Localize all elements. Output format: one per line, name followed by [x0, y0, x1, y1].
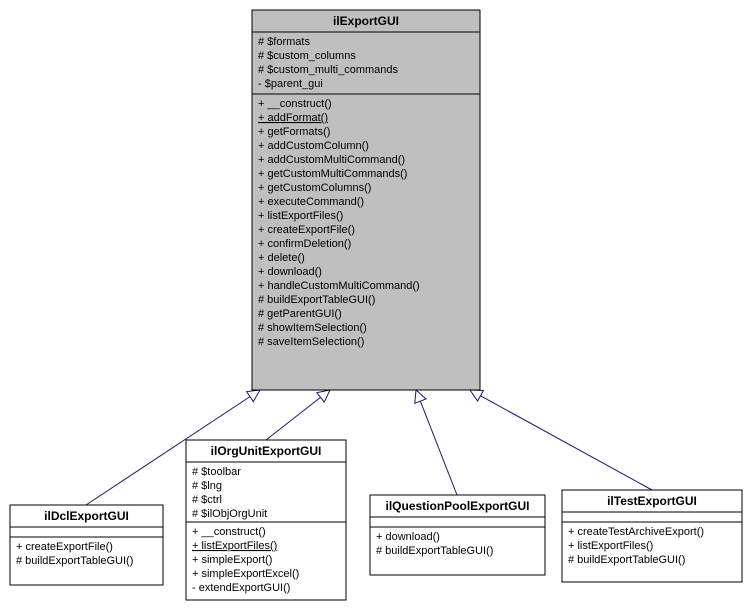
class-method: + getFormats(): [258, 126, 330, 138]
class-ilQuestionPoolExportGUI: ilQuestionPoolExportGUI + download() # bui…: [370, 495, 545, 575]
class-method: + simpleExport(): [192, 554, 272, 566]
class-method: + listExportFiles(): [192, 540, 277, 552]
class-method: + handleCustomMultiCommand(): [258, 280, 420, 292]
class-attr: # $lng: [192, 480, 222, 492]
class-method: + getCustomColumns(): [258, 182, 371, 194]
class-ilOrgUnitExportGUI: ilOrgUnitExportGUI # $toolbar # $lng # $ctr…: [186, 440, 346, 600]
class-method: + simpleExportExcel(): [192, 568, 299, 580]
class-ilExportGUI: ilExportGUI # $formats # $custom_columns # …: [252, 10, 480, 390]
class-method: + getCustomMultiCommands(): [258, 168, 407, 180]
class-method: + delete(): [258, 252, 305, 264]
class-method: + createTestArchiveExport(): [568, 526, 704, 538]
class-method: - extendExportGUI(): [192, 582, 290, 594]
class-method: # getParentGUI(): [258, 308, 342, 320]
class-title: ilTestExportGUI: [607, 494, 697, 508]
class-attr: # $ilObjOrgUnit: [192, 508, 267, 520]
class-method: # buildExportTableGUI(): [258, 294, 375, 306]
class-method: # showItemSelection(): [258, 322, 367, 334]
class-attr: # $toolbar: [192, 466, 241, 478]
class-method: # buildExportTableGUI(): [376, 545, 493, 557]
class-ilTestExportGUI: ilTestExportGUI + createTestArchiveExport…: [562, 490, 742, 582]
class-method: + executeCommand(): [258, 196, 364, 208]
class-attr: # $custom_columns: [258, 50, 356, 62]
class-method: + download(): [258, 266, 322, 278]
class-attr: - $parent_gui: [258, 78, 323, 90]
class-method: + download(): [376, 531, 440, 543]
class-method: + createExportFile(): [258, 224, 355, 236]
class-method: + __construct(): [192, 526, 266, 538]
class-method: # saveItemSelection(): [258, 336, 364, 348]
class-title: ilOrgUnitExportGUI: [211, 444, 322, 458]
class-method: + addFormat(): [258, 112, 328, 124]
class-title: ilQuestionPoolExportGUI: [385, 499, 529, 513]
class-method: + confirmDeletion(): [258, 238, 351, 250]
class-method: + __construct(): [258, 98, 332, 110]
class-title: ilDclExportGUI: [44, 509, 129, 523]
class-attr: # $formats: [258, 36, 310, 48]
class-method: + listExportFiles(): [568, 540, 653, 552]
class-method: + addCustomMultiCommand(): [258, 154, 405, 166]
class-ilDclExportGUI: ilDclExportGUI + createExportFile() # buil…: [10, 505, 163, 585]
uml-diagram: ilExportGUI # $formats # $custom_columns # …: [0, 0, 752, 609]
class-method: # buildExportTableGUI(): [16, 555, 133, 567]
class-title: ilExportGUI: [333, 14, 399, 28]
class-attr: # $custom_multi_commands: [258, 64, 399, 76]
class-method: + listExportFiles(): [258, 210, 343, 222]
class-method: + createExportFile(): [16, 541, 113, 553]
class-attr: # $ctrl: [192, 494, 222, 506]
class-method: + addCustomColumn(): [258, 140, 369, 152]
class-method: # buildExportTableGUI(): [568, 554, 685, 566]
